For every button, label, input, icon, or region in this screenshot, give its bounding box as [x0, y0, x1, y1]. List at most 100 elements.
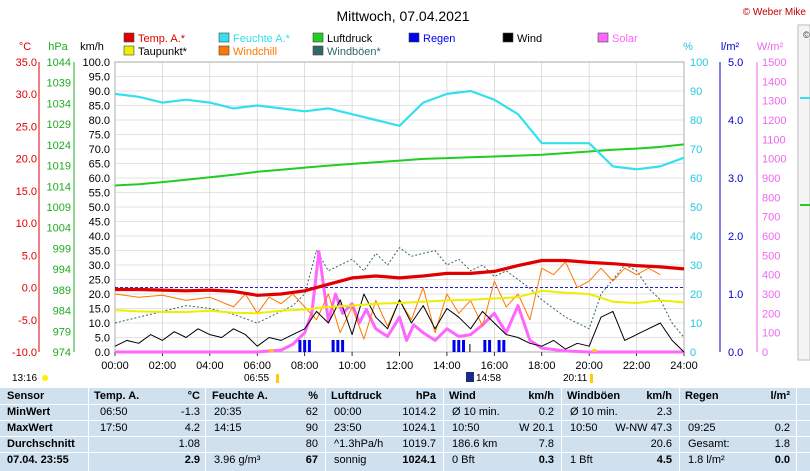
wind-tick-label: 70.0: [89, 144, 110, 156]
x-tick-label: 04:00: [196, 360, 224, 372]
pressure-tick-label: 1019: [47, 161, 71, 173]
rain-bar: [462, 340, 466, 352]
sunset-icon: [590, 374, 593, 383]
rain-tick-label: 2.0: [728, 231, 743, 243]
humidity-series-line: [114, 89, 685, 171]
wind-tick-label: 85.0: [89, 101, 110, 113]
legend-swatch: [408, 32, 420, 43]
legend-swatch: [123, 45, 135, 56]
copyright-label: © Weber Mike: [743, 7, 807, 18]
table-cell-rain-a: 09:25: [688, 422, 716, 434]
legend-solar: Solar: [612, 33, 638, 45]
temp-tick-label: -5.0: [18, 315, 37, 327]
table-cell-wind-a: 0 Bft: [452, 454, 475, 466]
windchill-series-line: [114, 261, 661, 340]
wind-tick-label: 15.0: [89, 304, 110, 316]
legend-swatch: [312, 45, 324, 56]
hdr-wind: Wind: [449, 390, 476, 402]
table-cell-press-time: 23:50: [334, 422, 362, 434]
humidity-tick-label: 100: [690, 57, 708, 69]
solar-tick-label: 1200: [762, 115, 786, 127]
humidity-tick-label: 30: [690, 260, 702, 272]
table-cell-press-val: 1019.7: [402, 438, 436, 450]
solar-tick-label: 700: [762, 212, 780, 224]
solar-tick-label: 400: [762, 270, 780, 282]
series-layer: [114, 89, 685, 354]
solar-tick-label: 100: [762, 328, 780, 340]
table-cell-label: Durchschnitt: [7, 438, 75, 450]
weather-chart: 00:00 02:00 04:00 06:00 08:00 10:00 12:00 14:00…: [12, 7, 810, 372]
temp-tick-label: -10.0: [12, 347, 37, 359]
left-time-label: 13:16: [12, 373, 38, 384]
legend-dewpoint: Taupunkt*: [138, 46, 188, 58]
wind-tick-label: 5.0: [95, 333, 110, 345]
rain-bar: [488, 340, 492, 352]
pressure-tick-label: 1029: [47, 119, 71, 131]
table-cell-press-time: ^1.3hPa/h: [334, 438, 384, 450]
sunrise-icon: [276, 374, 279, 383]
wind-tick-label: 60.0: [89, 173, 110, 185]
solar-tick-label: 1500: [762, 57, 786, 69]
table-cell-hum-val: 62: [305, 406, 318, 418]
wind-tick-label: 10.0: [89, 318, 110, 330]
pressure-tick-label: 999: [53, 243, 71, 255]
table-cell-gust-a: 10:50: [570, 422, 598, 434]
table-cell-press-time: sonnig: [334, 454, 367, 466]
side-copyright: ©: [803, 30, 810, 40]
humidity-tick-label: 70: [690, 144, 702, 156]
wind-tick-label: 45.0: [89, 217, 110, 229]
pressure-tick-label: 1014: [47, 181, 71, 193]
table-cell-wind-b: 7.8: [538, 438, 554, 450]
sunrise-label: 06:55: [244, 373, 270, 384]
legend-swatch: [123, 32, 135, 43]
table-cell-gust-a: Ø 10 min.: [570, 406, 618, 418]
solar-tick-label: 200: [762, 308, 780, 320]
hdr-press-unit: hPa: [415, 390, 436, 402]
rain-bar: [457, 340, 461, 352]
rain-tick-label: 5.0: [728, 57, 743, 69]
solar-tick-label: 1400: [762, 76, 786, 88]
table-cell-hum-time: 14:15: [214, 422, 242, 434]
x-tick-label: 02:00: [149, 360, 177, 372]
hdr-temp-unit: °C: [187, 390, 200, 402]
wind-tick-label: 55.0: [89, 188, 110, 200]
x-tick-label: 14:00: [433, 360, 461, 372]
table-cell-temp-val: -1.3: [181, 406, 200, 418]
temp-tick-label: 0.0: [22, 283, 37, 295]
table-cell-gust-a: 1 Bft: [570, 454, 593, 466]
wind-tick-label: 95.0: [89, 72, 110, 84]
pressure-tick-label: 994: [53, 264, 71, 276]
solar-tick-label: 300: [762, 289, 780, 301]
rain-tick-label: 1.0: [728, 289, 743, 301]
pressure-tick-label: 1009: [47, 202, 71, 214]
rain-bar: [497, 340, 501, 352]
pressure-tick-label: 979: [53, 326, 71, 338]
solar-tick-label: 500: [762, 250, 780, 262]
humidity-tick-label: 90: [690, 86, 702, 98]
table-cell-temp-val: 2.9: [184, 454, 200, 466]
table-cell-hum-val: 80: [305, 438, 318, 450]
table-cell-gust-b: 2.3: [656, 406, 672, 418]
humidity-tick-label: 40: [690, 231, 702, 243]
rain-bar: [331, 340, 335, 352]
x-tick-label: 08:00: [291, 360, 319, 372]
table-cell-wind-a: Ø 10 min.: [452, 406, 500, 418]
legend-swatch: [218, 45, 230, 56]
hdr-rain-unit: l/m²: [770, 390, 790, 402]
x-tick-label: 18:00: [528, 360, 556, 372]
rain-bar: [336, 340, 340, 352]
rain-bar: [298, 340, 302, 352]
table-cell-rain-b: 0.2: [774, 422, 790, 434]
solar-tick-label: 600: [762, 231, 780, 243]
wind-tick-label: 35.0: [89, 246, 110, 258]
hdr-hum-unit: %: [308, 390, 318, 402]
table-cell-wind-b: 0.3: [538, 454, 554, 466]
table-cell-hum-time: 3.96 g/m³: [214, 454, 261, 466]
wind-series-line: [114, 293, 685, 353]
humidity-tick-label: 50: [690, 202, 702, 214]
legend-swatch: [312, 32, 324, 43]
hdr-wind-unit: km/h: [528, 390, 554, 402]
rain-bar: [341, 340, 345, 352]
table-cell-hum-time: 20:35: [214, 406, 242, 418]
rain-tick-label: 4.0: [728, 115, 743, 127]
